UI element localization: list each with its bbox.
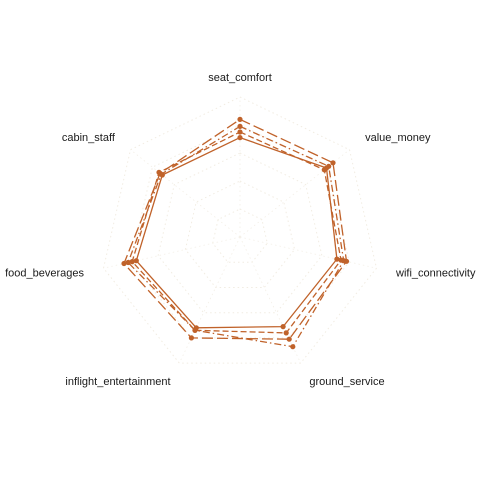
axis-labels: seat_comfort value_money wifi_connectivity… xyxy=(5,72,476,388)
data-point-s1-wifi_connectivity xyxy=(334,256,340,262)
grid-ring-3 xyxy=(157,152,323,314)
series-1 xyxy=(133,135,340,331)
data-point-s4-food_beverages xyxy=(121,260,127,267)
data-point-s2-seat_comfort xyxy=(237,129,243,135)
grid-spoke-3 xyxy=(239,236,377,269)
data-point-s4-inflight_entertainment xyxy=(188,335,194,341)
data-point-s3-inflight_entertainment xyxy=(192,327,198,333)
data-point-s1-food_beverages xyxy=(133,258,139,264)
axis-label-seat_comfort: seat_comfort xyxy=(208,72,272,84)
axis-label-value_money: value_money xyxy=(365,132,431,144)
radar-grid xyxy=(102,96,378,364)
grid-spoke-6 xyxy=(103,236,241,269)
grid-ring-1 xyxy=(212,208,268,263)
axis-label-inflight_entertainment: inflight_entertainment xyxy=(65,376,170,388)
data-point-s1-seat_comfort xyxy=(237,135,243,141)
series-line-1 xyxy=(135,136,338,329)
series-line-2 xyxy=(131,131,342,334)
data-point-s4-wifi_connectivity xyxy=(343,258,350,264)
data-point-s2-value_money xyxy=(321,167,327,173)
grid-spoke-2 xyxy=(239,149,350,238)
data-point-s3-food_beverages xyxy=(125,259,131,266)
data-point-s4-value_money xyxy=(330,160,336,166)
axis-label-ground_service: ground_service xyxy=(309,376,384,388)
data-point-s2-ground_service xyxy=(283,330,289,336)
data-point-s4-cabin_staff xyxy=(157,170,163,176)
axis-label-wifi_connectivity: wifi_connectivity xyxy=(395,268,476,280)
grid-ring-4 xyxy=(130,124,350,339)
data-point-s2-food_beverages xyxy=(129,259,135,265)
grid-ring-2 xyxy=(184,180,296,288)
series-4 xyxy=(121,116,350,342)
grid-spoke-5 xyxy=(178,236,241,364)
axis-label-cabin_staff: cabin_staff xyxy=(62,132,116,144)
series-3 xyxy=(125,123,347,350)
axis-label-food_beverages: food_beverages xyxy=(5,268,84,280)
data-point-s1-ground_service xyxy=(280,324,286,330)
data-point-s3-value_money xyxy=(326,163,332,169)
series-line-3 xyxy=(127,125,345,348)
data-point-s3-ground_service xyxy=(290,344,296,350)
series-layer xyxy=(121,116,350,350)
series-line-4 xyxy=(123,118,348,340)
grid-spoke-4 xyxy=(239,236,302,364)
data-point-s4-ground_service xyxy=(286,336,292,342)
data-point-s4-seat_comfort xyxy=(237,116,243,122)
grid-spoke-7 xyxy=(130,149,241,238)
data-point-s3-seat_comfort xyxy=(237,123,243,129)
